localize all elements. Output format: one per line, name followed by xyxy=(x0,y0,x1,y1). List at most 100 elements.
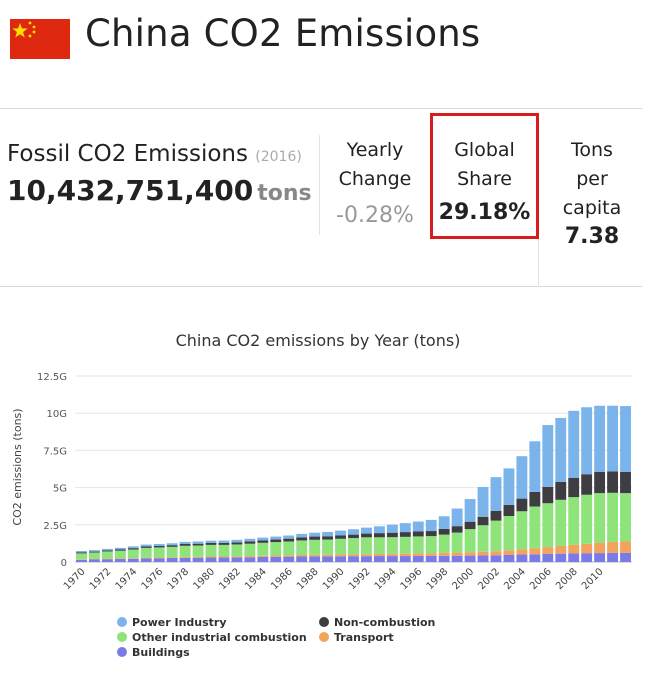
bar-segment xyxy=(244,557,255,562)
x-tick-label: 1970 xyxy=(62,566,88,592)
divider xyxy=(319,135,320,235)
yearly-change-value: -0.28% xyxy=(330,203,420,228)
bar-segment xyxy=(244,544,255,556)
x-tick-label: 2008 xyxy=(554,566,580,592)
bar-segment xyxy=(374,533,385,537)
bar-segment xyxy=(465,556,476,562)
x-tick-label: 1980 xyxy=(191,566,217,592)
x-tick-label: 2004 xyxy=(502,566,528,592)
legend-item[interactable]: Buildings xyxy=(132,646,190,659)
bar-segment xyxy=(400,537,411,554)
per-capita-label-2: per xyxy=(548,165,636,194)
stats-panel: Fossil CO2 Emissions (2016) 10,432,751,4… xyxy=(0,108,642,287)
bar-segment xyxy=(568,478,579,497)
yearly-change-label-1: Yearly xyxy=(330,136,420,165)
bar-segment xyxy=(206,541,217,543)
bar-segment xyxy=(244,556,255,557)
bar-segment xyxy=(167,545,178,547)
bar-segment xyxy=(231,544,242,556)
fossil-emissions-label: Fossil CO2 Emissions xyxy=(7,141,248,167)
legend-marker[interactable] xyxy=(117,617,127,627)
bar-segment xyxy=(283,557,294,562)
legend-item[interactable]: Transport xyxy=(334,631,394,644)
bar-segment xyxy=(257,557,268,562)
bar-segment xyxy=(387,554,398,556)
bar-segment xyxy=(102,550,113,551)
china-flag-icon xyxy=(10,19,70,59)
bar-segment xyxy=(231,557,242,562)
bar-segment xyxy=(594,406,605,472)
bar-segment xyxy=(348,538,359,554)
bar-segment xyxy=(335,555,346,557)
bar-segment xyxy=(452,556,463,562)
bar-segment xyxy=(154,547,165,557)
yearly-change-label-2: Change xyxy=(330,165,420,194)
bar-segment xyxy=(309,540,320,555)
bar-segment xyxy=(478,555,489,562)
bar-segment xyxy=(283,539,294,542)
bar-segment xyxy=(542,503,553,547)
bar-segment xyxy=(568,497,579,545)
fossil-emissions-stat: Fossil CO2 Emissions (2016) 10,432,751,4… xyxy=(7,141,317,207)
x-tick-label: 1992 xyxy=(347,566,373,592)
bar-segment xyxy=(309,555,320,557)
bar-segment xyxy=(128,546,139,548)
bar-segment xyxy=(154,546,165,547)
bar-segment xyxy=(594,543,605,553)
bar-segment xyxy=(374,537,385,554)
bar-segment xyxy=(555,418,566,482)
bar-segment xyxy=(594,553,605,562)
y-tick-label: 0 xyxy=(61,558,67,569)
bar-segment xyxy=(504,505,515,516)
bar-segment xyxy=(257,540,268,542)
y-axis-label: CO2 emissions (tons) xyxy=(11,408,24,525)
legend-item[interactable]: Other industrial combustion xyxy=(132,631,307,644)
bar-segment xyxy=(478,487,489,517)
bar-segment xyxy=(102,559,113,562)
bar-segment xyxy=(141,558,152,562)
bar-segment xyxy=(529,554,540,562)
bar-segment xyxy=(348,554,359,556)
bar-segment xyxy=(270,542,281,555)
bar-segment xyxy=(322,556,333,562)
bar-segment xyxy=(439,535,450,553)
bar-segment xyxy=(361,528,372,534)
bar-segment xyxy=(296,555,307,556)
bar-segment xyxy=(102,559,113,560)
legend-item[interactable]: Non-combustion xyxy=(334,616,435,629)
bar-segment xyxy=(452,553,463,556)
y-tick-label: 2.5G xyxy=(43,521,67,532)
legend-marker[interactable] xyxy=(319,617,329,627)
bar-segment xyxy=(335,556,346,562)
bar-segment xyxy=(257,556,268,557)
x-tick-label: 1976 xyxy=(140,566,166,592)
bar-segment xyxy=(219,543,230,545)
bar-segment xyxy=(413,532,424,537)
bar-segment xyxy=(413,522,424,532)
bar-segment xyxy=(219,556,230,557)
bar-segment xyxy=(193,557,204,558)
bar-segment xyxy=(322,540,333,555)
legend-marker[interactable] xyxy=(117,647,127,657)
bar-segment xyxy=(193,541,204,543)
fossil-emissions-year: (2016) xyxy=(255,149,302,165)
bar-segment xyxy=(167,547,178,557)
bar-segment xyxy=(620,493,631,541)
bar-segment xyxy=(244,539,255,542)
bar-segment xyxy=(115,550,126,551)
legend-item[interactable]: Power Industry xyxy=(132,616,227,629)
bar-segment xyxy=(206,556,217,557)
bar-segment xyxy=(193,544,204,546)
bar-segment xyxy=(465,552,476,555)
bar-segment xyxy=(555,482,566,500)
bar-segment xyxy=(607,471,618,492)
legend-marker[interactable] xyxy=(319,632,329,642)
bar-segment xyxy=(542,554,553,562)
bar-segment xyxy=(141,546,152,547)
bar-segment xyxy=(115,551,126,559)
bar-segment xyxy=(478,517,489,525)
bar-segment xyxy=(167,558,178,562)
bar-segment xyxy=(607,542,618,553)
legend-marker[interactable] xyxy=(117,632,127,642)
y-tick-label: 12.5G xyxy=(37,372,67,383)
